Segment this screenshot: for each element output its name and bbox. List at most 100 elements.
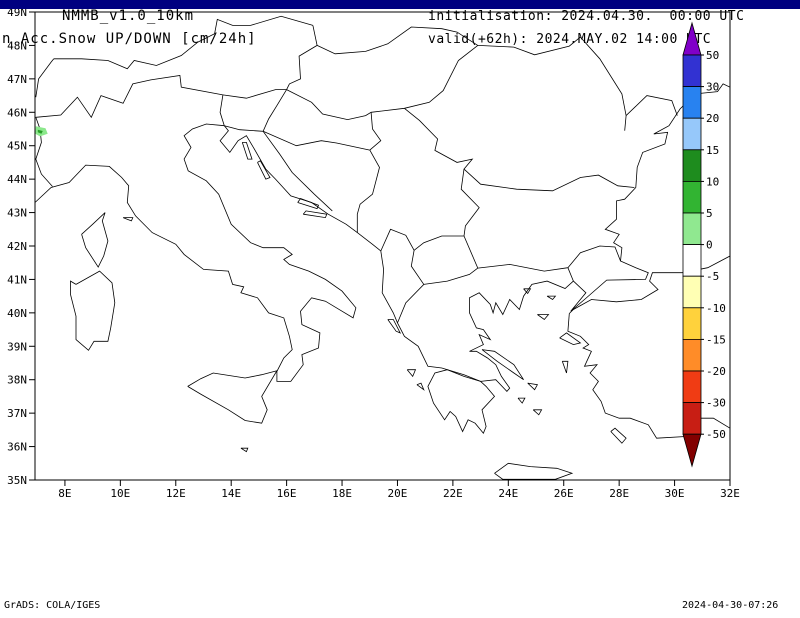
- colorbar-segment: [682, 54, 702, 88]
- colorbar-arrow-bottom: [682, 433, 702, 468]
- y-tick-label: 45N: [7, 140, 27, 153]
- map-plot: 35N 36N 37N 38N 39N 40N 41N 42N 43N 44N 45N 46N 47N 4…: [7, 6, 740, 500]
- y-tick-label: 48N: [7, 39, 27, 52]
- colorbar-segment: [682, 244, 702, 277]
- colorbar-label: 30: [706, 81, 719, 94]
- y-tick-label: 37N: [7, 407, 27, 420]
- coastline: [187, 370, 278, 424]
- colorbar-arrow-top: [682, 21, 702, 56]
- y-tick-label: 39N: [7, 340, 27, 353]
- coastline: [406, 369, 417, 378]
- country-border: [219, 94, 225, 126]
- country-border: [53, 15, 314, 70]
- colorbar-segment: [682, 338, 702, 372]
- country-border: [222, 25, 318, 99]
- y-tick-label: 43N: [7, 207, 27, 220]
- x-tick-label: 18E: [332, 487, 352, 500]
- coastline: [559, 332, 582, 346]
- country-border: [380, 228, 425, 324]
- country-border: [356, 149, 380, 233]
- country-border: [477, 263, 568, 272]
- x-tick-label: 12E: [166, 487, 186, 500]
- coastline: [523, 288, 532, 295]
- country-border: [625, 95, 678, 116]
- y-tick-label: 38N: [7, 374, 27, 387]
- x-tick-label: 20E: [388, 487, 408, 500]
- country-border: [477, 36, 581, 56]
- colorbar-label: -20: [706, 365, 726, 378]
- coastline: [532, 409, 543, 416]
- country-border: [369, 112, 382, 151]
- coastline: [546, 295, 557, 301]
- y-tick-label: 36N: [7, 441, 27, 454]
- country-border: [35, 75, 223, 119]
- colorbar-segment: [682, 180, 702, 214]
- coastline: [240, 447, 249, 453]
- country-border: [316, 26, 479, 55]
- country-border: [262, 131, 333, 212]
- init-time: initialisation: 2024.04.30. 00:00 UTC: [428, 9, 745, 24]
- coastline: [81, 212, 109, 268]
- y-tick-label: 47N: [7, 73, 27, 86]
- x-tick-label: 30E: [665, 487, 685, 500]
- grads-credit: GrADS: COLA/IGES: [4, 600, 101, 611]
- country-border: [567, 267, 574, 282]
- coastline: [257, 160, 271, 180]
- colorbar-segment: [682, 117, 702, 151]
- bottom-bar: [0, 0, 800, 9]
- country-border: [404, 107, 635, 192]
- coastline: [416, 382, 425, 391]
- coastline: [35, 123, 357, 382]
- colorbar-segment: [682, 402, 702, 435]
- country-border: [262, 130, 370, 151]
- y-tick-label: 44N: [7, 173, 27, 186]
- product-title: n Acc.Snow UP/DOWN [cm/24h]: [2, 31, 257, 47]
- colorbar-label: 50: [706, 49, 719, 62]
- colorbar-segment: [682, 149, 702, 182]
- country-border: [567, 245, 621, 268]
- valid-time: valid(+62h): 2024.MAY.02 14:00 UTC: [428, 32, 712, 47]
- x-tick-label: 28E: [609, 487, 629, 500]
- y-tick-label: 41N: [7, 273, 27, 286]
- y-tick-label: 49N: [7, 6, 27, 19]
- country-border: [413, 169, 480, 251]
- colorbar-label: 0: [706, 239, 713, 252]
- country-border: [35, 58, 55, 98]
- coastline: [387, 319, 402, 334]
- x-tick-label: 14E: [221, 487, 241, 500]
- coastline: [469, 280, 574, 392]
- colorbar-segment: [682, 307, 702, 340]
- coastline: [517, 397, 526, 404]
- snow-patch: [37, 129, 43, 134]
- coastline: [610, 427, 627, 444]
- coastline: [122, 217, 134, 222]
- colorbar-label: -5: [706, 270, 719, 283]
- coastline: [567, 313, 730, 439]
- colorbar-segment: [682, 275, 702, 309]
- colorbar-label: 5: [706, 207, 713, 220]
- coastline: [537, 314, 550, 321]
- coastline: [570, 83, 730, 312]
- country-border: [224, 89, 287, 132]
- y-tick-label: 35N: [7, 474, 27, 487]
- y-tick-label: 40N: [7, 307, 27, 320]
- colorbar-label: -50: [706, 428, 726, 441]
- render-timestamp: 2024-04-30-07:26: [682, 600, 779, 611]
- country-border: [423, 267, 479, 285]
- x-tick-label: 26E: [554, 487, 574, 500]
- colorbar-label: 10: [706, 175, 719, 188]
- colorbar-segment: [682, 212, 702, 246]
- x-tick-label: 22E: [443, 487, 463, 500]
- country-border: [580, 36, 627, 131]
- coastline: [297, 198, 320, 210]
- coastline: [527, 382, 539, 391]
- x-tick-label: 32E: [720, 487, 740, 500]
- country-border: [286, 45, 479, 121]
- x-tick-label: 24E: [498, 487, 518, 500]
- colorbar-segment: [682, 86, 702, 119]
- colorbar-label: -10: [706, 302, 726, 315]
- colorbar-label: -15: [706, 333, 726, 346]
- x-tick-label: 8E: [58, 487, 71, 500]
- colorbar-label: 15: [706, 144, 719, 157]
